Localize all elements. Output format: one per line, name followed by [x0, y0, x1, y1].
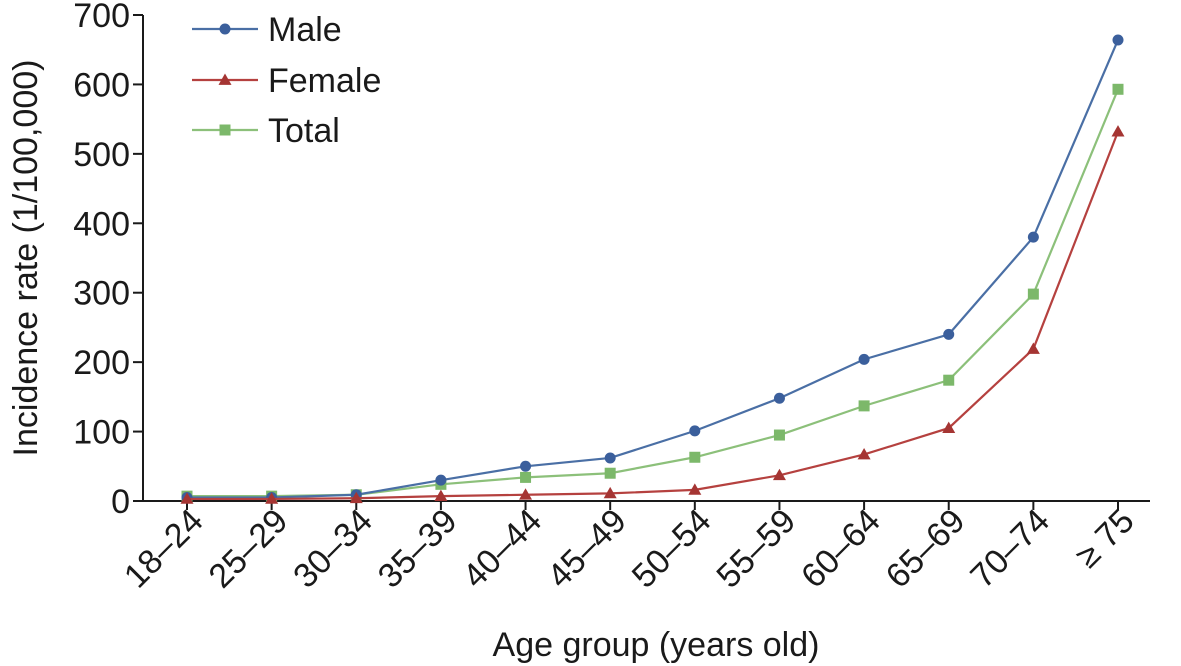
axes [142, 15, 1150, 502]
legend-item-male: Male [192, 11, 342, 49]
data-point-female [772, 468, 786, 481]
x-tick-label: 55–59 [709, 502, 803, 596]
x-tick-label: 35–39 [371, 502, 465, 596]
y-tick-label: 700 [73, 0, 130, 35]
y-tick-label: 0 [111, 483, 130, 521]
data-point-female [180, 492, 194, 504]
series-line-female [187, 131, 1120, 501]
data-point-male [943, 328, 955, 340]
y-tick-label: 200 [73, 344, 130, 382]
x-tick-label: 65–69 [879, 502, 973, 596]
x-tick-label: 50–54 [625, 502, 719, 596]
data-point-total [1027, 288, 1039, 300]
data-point-total [773, 429, 785, 441]
data-point-female [349, 491, 363, 504]
series-layer [180, 34, 1125, 504]
legend-label-total: Total [268, 112, 340, 150]
data-point-male [858, 353, 870, 365]
data-point-female [688, 483, 702, 495]
data-point-total [520, 471, 532, 483]
y-tick-label: 400 [73, 205, 130, 243]
y-ticks: 0 100 200 300 400 500 600 700 [73, 0, 143, 521]
x-ticks: 18–2425–2930–3435–3940–4445–4950–5455–59… [117, 501, 1142, 596]
x-tick-label: 30–34 [286, 502, 380, 596]
x-axis-title: Age group (years old) [493, 626, 820, 664]
data-point-female [857, 447, 871, 460]
x-tick-label: 18–24 [117, 502, 211, 596]
x-tick-label: 25–29 [202, 502, 296, 596]
data-point-female [519, 488, 533, 500]
series-line-male [187, 39, 1120, 499]
y-axis-title: Incidence rate (1/100,000) [7, 60, 45, 457]
data-point-female [1111, 125, 1125, 137]
x-tick-label: 70–74 [963, 502, 1057, 596]
x-tick-label: 40–44 [455, 502, 549, 596]
x-tick-label: ≥ 75 [1068, 502, 1141, 575]
y-tick-label: 300 [73, 275, 130, 313]
y-tick-label: 500 [73, 136, 130, 174]
data-point-male [520, 460, 532, 472]
series-female [180, 125, 1125, 504]
data-point-male [1112, 34, 1124, 46]
y-tick-label: 600 [73, 66, 130, 104]
data-point-total [943, 374, 955, 386]
legend-marker-female [218, 73, 232, 85]
data-point-total [604, 467, 616, 479]
data-point-total [689, 451, 701, 463]
legend-item-total: Total [192, 112, 340, 150]
data-point-female [265, 492, 279, 504]
data-point-female [434, 489, 448, 502]
legend: Male Female Total [192, 11, 381, 150]
legend-marker-male [219, 23, 231, 35]
x-tick-label: 60–64 [794, 502, 888, 596]
x-tick-label: 45–49 [540, 502, 634, 596]
data-point-male [604, 452, 616, 464]
data-point-male [1027, 231, 1039, 243]
legend-label-male: Male [268, 11, 342, 49]
legend-item-female: Female [192, 62, 381, 100]
series-male [181, 34, 1124, 504]
data-point-total [858, 400, 870, 412]
legend-marker-total [219, 124, 231, 136]
data-point-female [942, 421, 956, 433]
y-tick-label: 100 [73, 414, 130, 452]
series-line-total [187, 88, 1120, 498]
data-point-total [1112, 83, 1124, 95]
data-point-female [1026, 342, 1040, 354]
data-point-male [435, 474, 447, 486]
legend-label-female: Female [268, 62, 381, 100]
data-point-male [773, 392, 785, 404]
data-point-male [689, 425, 701, 437]
data-point-female [603, 486, 617, 499]
